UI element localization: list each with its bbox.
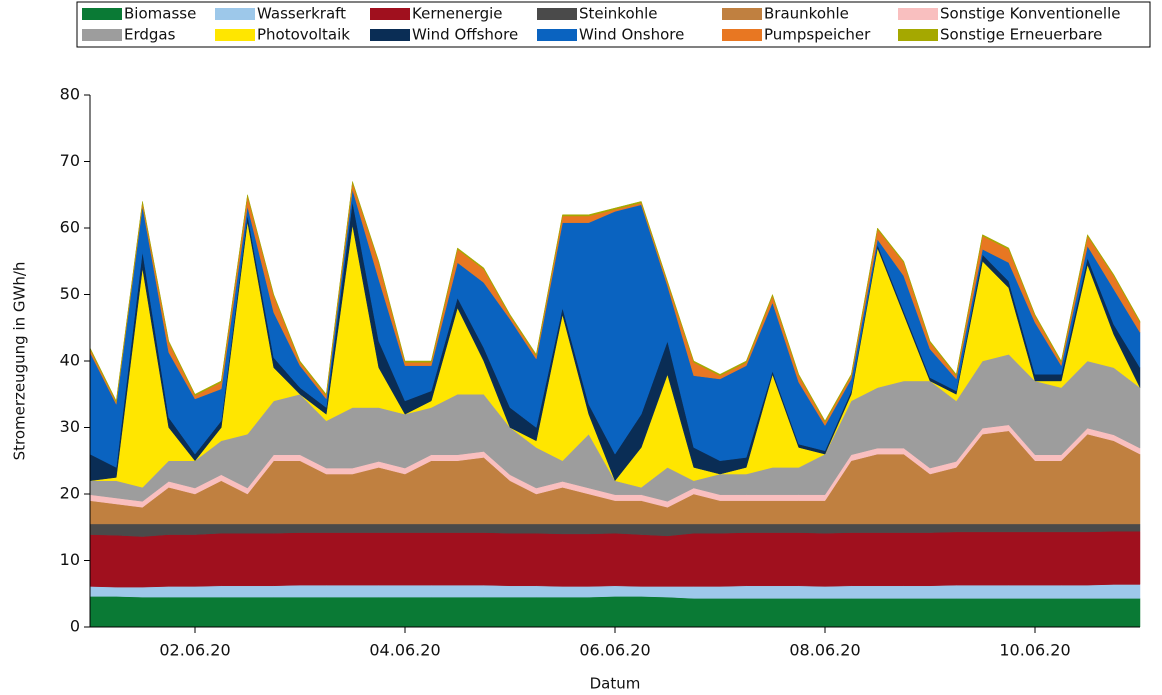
area bbox=[89, 530, 1141, 588]
y-axis-label: Stromerzeugung in GWh/h bbox=[11, 262, 29, 461]
y-tick-label: 0 bbox=[70, 617, 80, 636]
x-tick-label: 04.06.20 bbox=[369, 641, 440, 660]
legend-swatch bbox=[898, 29, 938, 41]
legend-swatch bbox=[82, 29, 122, 41]
x-tick-label: 02.06.20 bbox=[159, 641, 230, 660]
legend-label: Biomasse bbox=[124, 5, 196, 23]
y-tick-label: 70 bbox=[60, 151, 80, 170]
y-tick-label: 40 bbox=[60, 351, 80, 370]
legend-label: Braunkohle bbox=[764, 5, 849, 23]
legend-swatch bbox=[537, 8, 577, 20]
area bbox=[89, 181, 1141, 423]
y-tick-label: 30 bbox=[60, 417, 80, 436]
x-tick-label: 08.06.20 bbox=[789, 641, 860, 660]
legend-box bbox=[76, 1, 1151, 48]
legend-label: Wind Onshore bbox=[579, 26, 684, 44]
legend-swatch bbox=[898, 8, 938, 20]
legend-swatch bbox=[215, 29, 255, 41]
legend-swatch bbox=[537, 29, 577, 41]
legend-swatch bbox=[82, 8, 122, 20]
area bbox=[89, 596, 1141, 628]
x-axis-label: Datum bbox=[590, 675, 641, 693]
legend-label: Pumpspeicher bbox=[764, 26, 871, 44]
legend-label: Wind Offshore bbox=[412, 26, 518, 44]
x-tick-label: 10.06.20 bbox=[999, 641, 1070, 660]
y-tick-label: 10 bbox=[60, 550, 80, 569]
x-tick-label: 06.06.20 bbox=[579, 641, 650, 660]
legend-label: Sonstige Erneuerbare bbox=[940, 26, 1102, 44]
legend-swatch bbox=[370, 8, 410, 20]
legend-label: Kernenergie bbox=[412, 5, 503, 23]
area bbox=[89, 584, 1141, 599]
legend-label: Wasserkraft bbox=[257, 5, 346, 23]
legend-label: Steinkohle bbox=[579, 5, 658, 23]
y-tick-label: 20 bbox=[60, 484, 80, 503]
legend-swatch bbox=[370, 29, 410, 41]
y-tick-label: 60 bbox=[60, 218, 80, 237]
legend-swatch bbox=[722, 8, 762, 20]
legend-label: Sonstige Konventionelle bbox=[940, 5, 1121, 23]
legend-swatch bbox=[722, 29, 762, 41]
legend-label: Erdgas bbox=[124, 26, 176, 44]
legend-label: Photovoltaik bbox=[257, 26, 350, 44]
y-tick-label: 50 bbox=[60, 284, 80, 303]
legend-swatch bbox=[215, 8, 255, 20]
y-tick-label: 80 bbox=[60, 85, 80, 104]
